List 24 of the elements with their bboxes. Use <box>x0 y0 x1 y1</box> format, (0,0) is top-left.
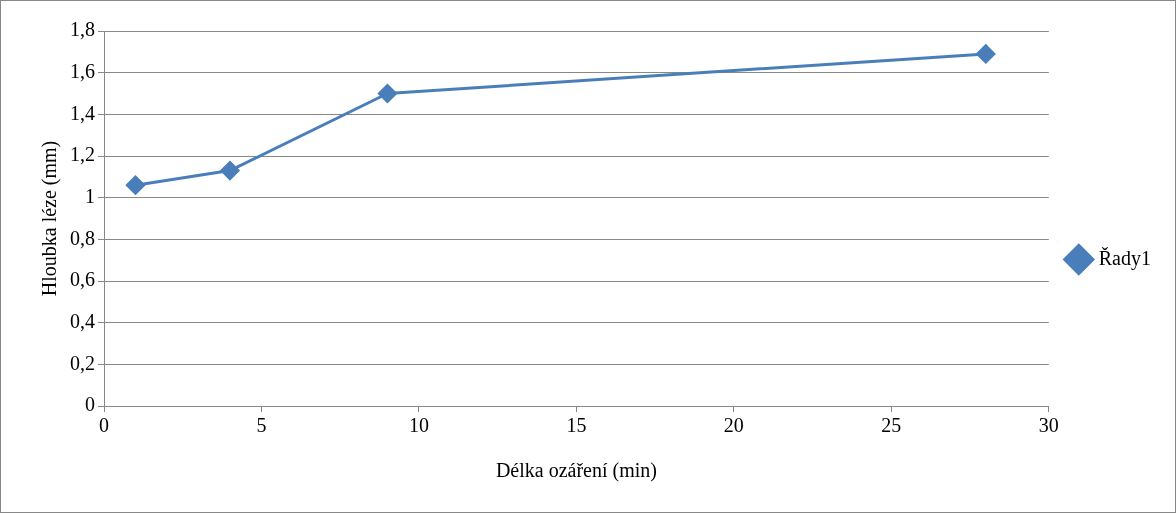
y-tick-label: 1,8 <box>70 18 95 41</box>
x-tick-label: 25 <box>881 414 902 437</box>
y-tick-label: 0,8 <box>70 226 95 249</box>
y-tick-label: 0,2 <box>70 351 95 374</box>
point <box>976 44 996 64</box>
x-tick-label: 10 <box>408 414 429 437</box>
y-tick-label: 1,6 <box>70 59 95 82</box>
y-tick-label: 0,4 <box>70 309 95 332</box>
y-tick-label: 1,4 <box>70 101 95 124</box>
legend-label: Řady1 <box>1098 246 1151 270</box>
x-tick-label: 15 <box>566 414 587 437</box>
point <box>220 161 240 181</box>
y-axis-title: Hloubka léze (mm) <box>38 140 62 297</box>
point <box>377 84 397 103</box>
y-tick-label: 0,6 <box>70 268 95 291</box>
x-tick-label: 0 <box>99 414 109 437</box>
x-tick-label: 20 <box>723 414 744 437</box>
x-axis-title: Délka ozáření (min) <box>495 459 657 483</box>
x-tick-label: 30 <box>1038 414 1059 437</box>
y-tick-label: 1,2 <box>70 143 95 166</box>
x-tick-label: 5 <box>256 414 267 437</box>
y-tick-label: 1 <box>85 184 95 207</box>
point <box>125 175 145 195</box>
y-tick-label: 0 <box>85 393 95 416</box>
